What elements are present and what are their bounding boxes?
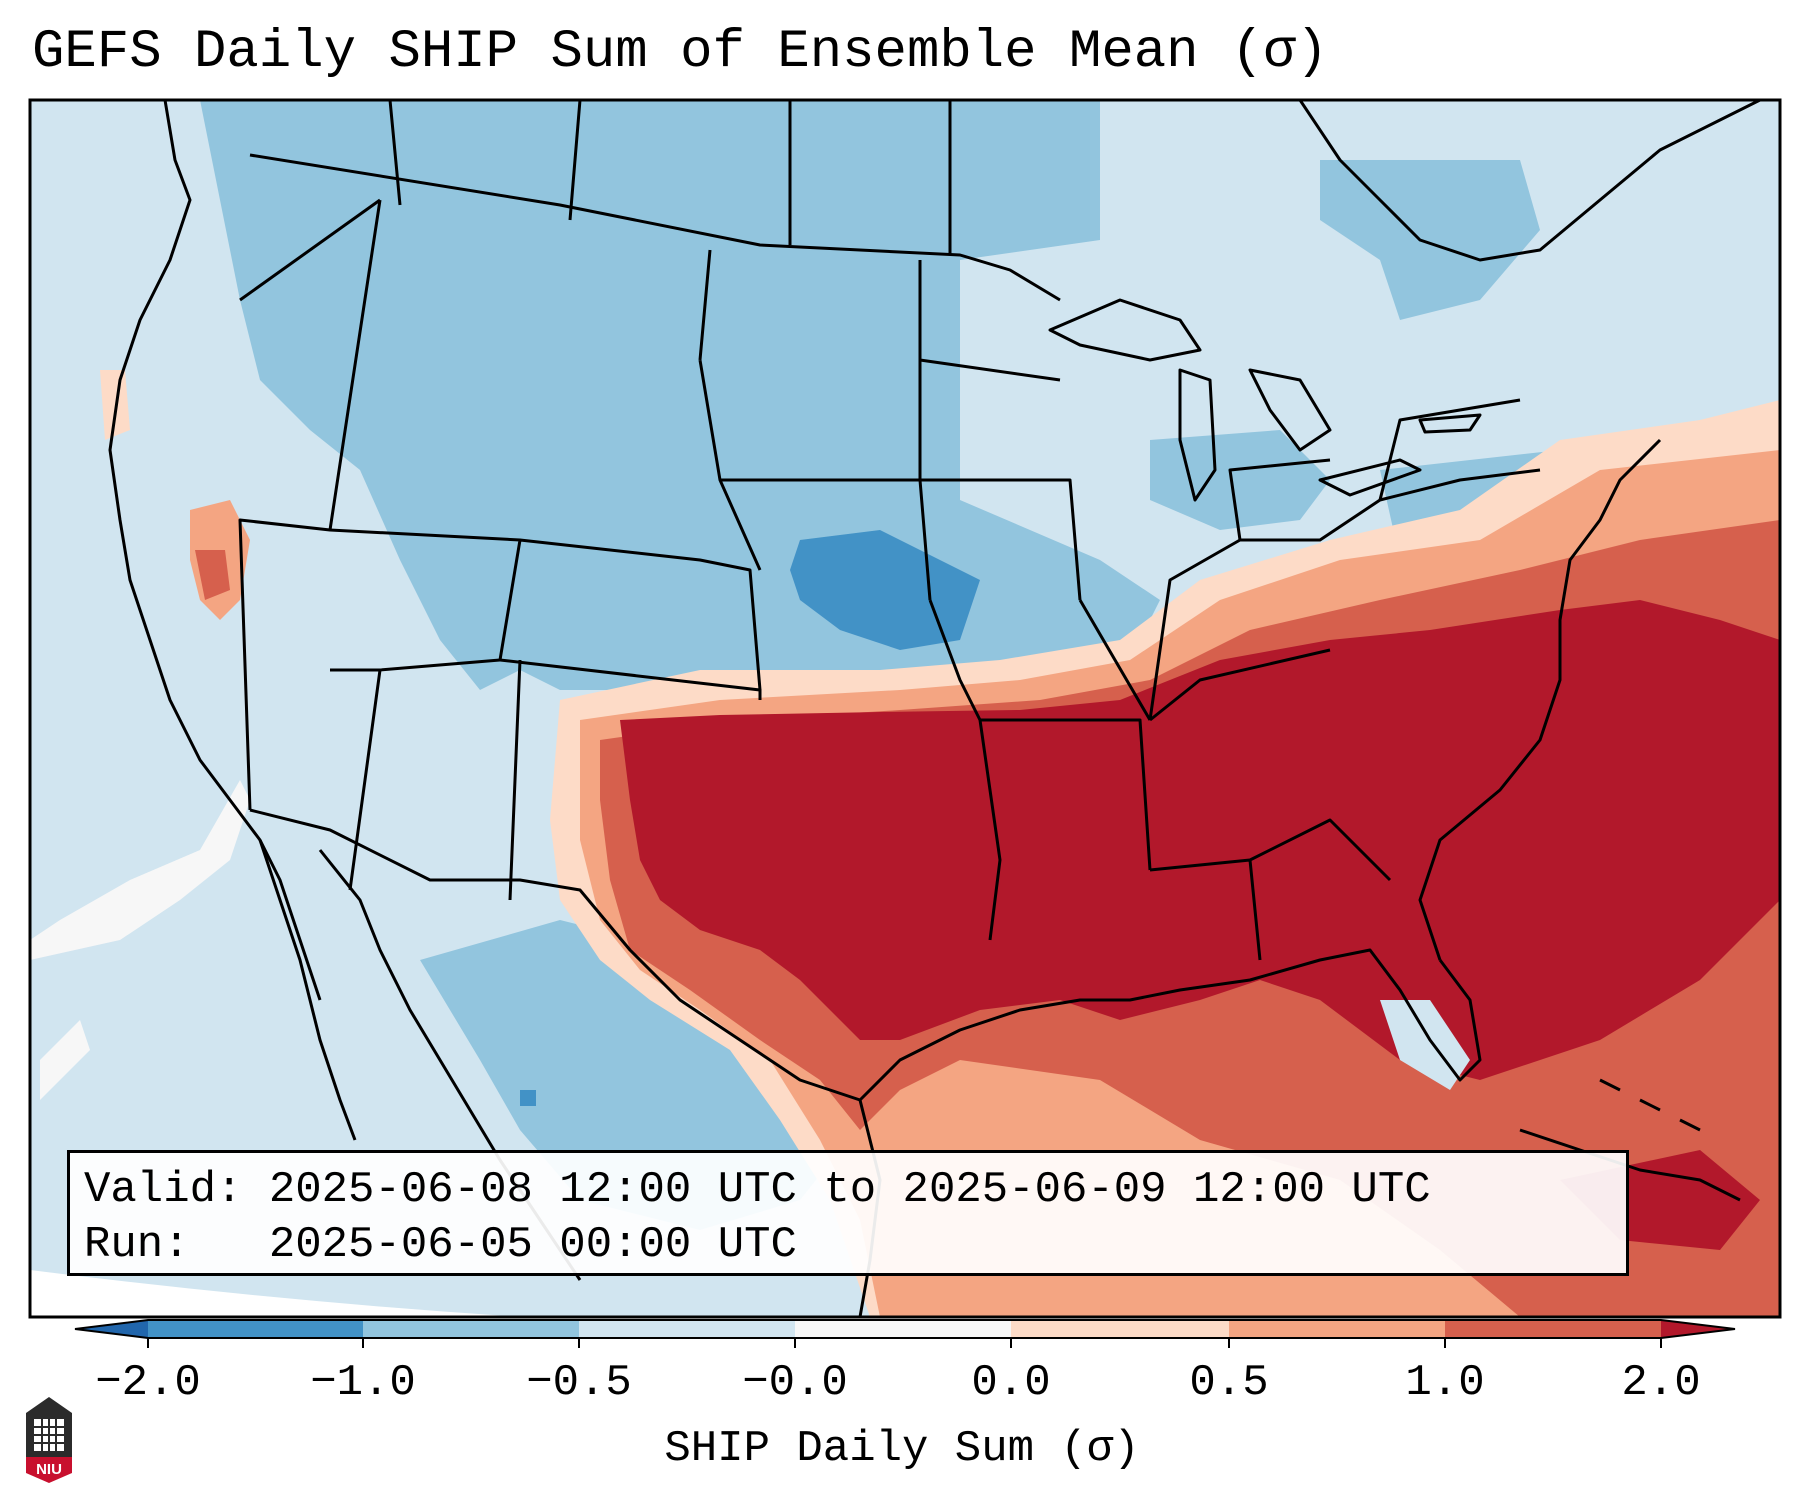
logo-text: NIU <box>36 1461 62 1478</box>
colorbar-tick-label: −0.5 <box>526 1358 632 1408</box>
colorbar-bin-5 <box>1011 1320 1229 1338</box>
strong-negative-anomaly-plains <box>790 530 980 650</box>
colorbar-bin-3 <box>579 1320 795 1338</box>
state-lines-southeast <box>1078 599 1392 961</box>
colorbar-bin-1 <box>148 1320 363 1338</box>
strong-negative-patch <box>520 1090 536 1106</box>
colorbar-tick-label: 2.0 <box>1621 1358 1701 1408</box>
colorbar <box>74 1319 1736 1348</box>
state-lines-great-lakes <box>1228 398 1521 541</box>
state-lines-southwest <box>348 658 762 901</box>
bahamas-outline <box>1599 1078 1701 1132</box>
negative-anomaly-north <box>200 100 1160 690</box>
chart-title: GEFS Daily SHIP Sum of Ensemble Mean (σ) <box>32 22 1329 83</box>
colorbar-label: SHIP Daily Sum (σ) <box>664 1424 1140 1474</box>
colorbar-bin-2 <box>363 1320 579 1338</box>
negative-anomaly-greatlakes <box>1150 430 1330 530</box>
map-outlines <box>108 100 1761 1317</box>
state-lines-north-central <box>918 260 1082 601</box>
colorbar-tick-label: 0.5 <box>1189 1358 1269 1408</box>
colorbar-tick-label: −1.0 <box>310 1358 416 1408</box>
run-label: Run: <box>84 1220 190 1270</box>
colorbar-tick-label: 0.0 <box>971 1358 1051 1408</box>
us-canada-border <box>249 153 1061 302</box>
lake-ontario <box>1418 413 1482 434</box>
neutral-florida <box>1380 1000 1470 1090</box>
state-lines-south-central <box>928 599 1152 941</box>
map-frame <box>28 98 1782 1319</box>
projection-edge <box>30 1270 1780 1317</box>
lake-michigan <box>1178 368 1217 502</box>
colorbar-bin-7 <box>1445 1320 1661 1338</box>
neutral-patch <box>40 1020 90 1100</box>
valid-value: 2025-06-08 12:00 UTC to 2025-06-09 12:00… <box>268 1165 1431 1215</box>
positive-anomaly-nevada-core <box>195 550 230 600</box>
cuba-outline <box>1519 1128 1741 1202</box>
positive-anomaly-extreme <box>620 600 1780 1080</box>
canada-province-lines <box>388 100 952 255</box>
lake-erie <box>1318 458 1422 497</box>
gulf-coastline <box>858 948 1482 1102</box>
colorbar-bin-6 <box>1229 1320 1445 1338</box>
niu-logo-icon: NIU <box>26 1397 72 1483</box>
run-value: 2025-06-05 00:00 UTC <box>268 1220 797 1270</box>
colorbar-bin-4 <box>795 1320 1011 1338</box>
northeast-canada-coast <box>1298 100 1761 262</box>
valid-run-info-box: Valid: 2025-06-08 12:00 UTC to 2025-06-0… <box>67 1150 1629 1276</box>
lake-huron <box>1248 368 1332 452</box>
valid-label: Valid: <box>84 1165 243 1215</box>
lake-superior <box>1048 298 1202 362</box>
colorbar-ticks <box>147 1338 1662 1348</box>
negative-anomaly-canada <box>1320 160 1540 320</box>
atlantic-coastline <box>1418 438 1662 961</box>
colorbar-tick-label: −2.0 <box>95 1358 201 1408</box>
colorbar-tick-label: 1.0 <box>1405 1358 1485 1408</box>
west-coastline <box>108 100 322 1001</box>
colorbar-tick-label: −0.0 <box>742 1358 848 1408</box>
state-lines-ohio-valley <box>1148 468 1541 721</box>
state-lines-west <box>238 198 382 811</box>
neutral-region-pacific <box>30 780 250 960</box>
map-area <box>30 100 1780 1317</box>
us-mexico-border <box>249 808 861 1102</box>
baja-coastline <box>258 839 357 1141</box>
colorbar-extend-high <box>1661 1320 1735 1338</box>
colorbar-extend-low <box>75 1320 148 1338</box>
